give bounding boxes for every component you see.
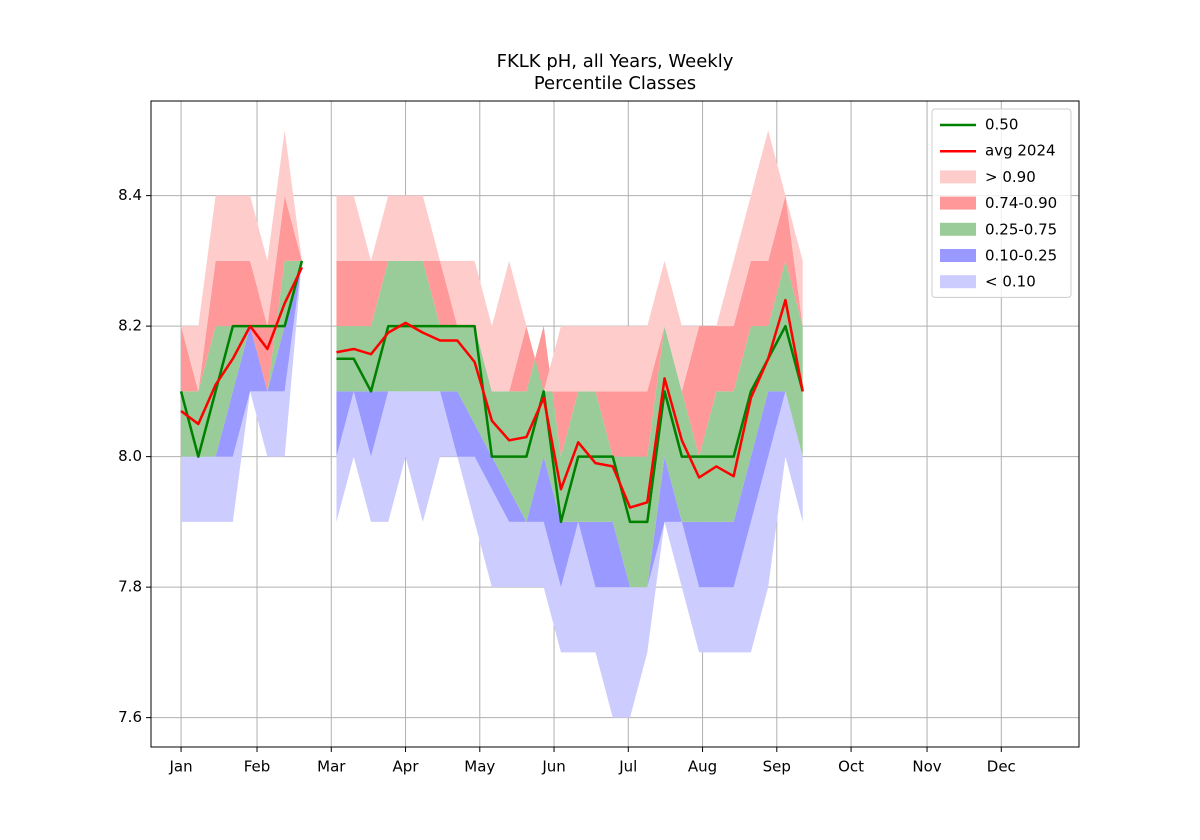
x-tick-label: Feb	[244, 758, 271, 776]
y-tick-label: 8.2	[118, 317, 142, 335]
x-tick-label: Jan	[168, 758, 192, 776]
percentile-band	[336, 391, 803, 588]
axes: 7.6 7.8 8.0 8.2 8.4 Jan Feb Mar Apr May Jun Jul Aug S…	[118, 100, 1080, 776]
legend-label: 0.74-0.90	[985, 194, 1057, 212]
percentile-band	[181, 195, 302, 392]
series-line	[336, 324, 804, 524]
chart-subtitle: Percentile Classes	[534, 73, 696, 94]
percentile-band	[181, 130, 302, 392]
x-tick-label: Jul	[618, 758, 637, 776]
x-tick-label: Jun	[541, 758, 565, 776]
x-tick-label: Dec	[987, 758, 1016, 776]
legend: 0.50 avg 2024 > 0.90 0.74-0.90 0.25-0.75 0.10…	[931, 108, 1072, 298]
legend-patch	[940, 275, 976, 289]
series-line	[180, 266, 304, 426]
x-tick-label: May	[464, 758, 495, 776]
x-tick-label: Apr	[393, 758, 420, 776]
legend-label: 0.10-0.25	[985, 247, 1057, 265]
legend-label: < 0.10	[985, 273, 1036, 291]
legend-label: > 0.90	[985, 168, 1036, 186]
legend-patch	[940, 249, 976, 262]
legend-patch	[940, 222, 976, 236]
chart-title: FKLK pH, all Years, Weekly	[497, 51, 734, 72]
plot-area	[179, 130, 804, 718]
x-tick-label: Mar	[317, 758, 346, 776]
y-tick-label: 8.4	[118, 186, 142, 204]
axes-frame	[150, 100, 1080, 748]
percentile-band	[336, 391, 803, 718]
x-tick-label: Aug	[688, 758, 717, 776]
series-line	[336, 298, 804, 509]
legend-label: avg 2024	[985, 142, 1056, 160]
percentile-band	[336, 130, 803, 392]
y-tick-label: 7.6	[118, 708, 142, 726]
series-line	[179, 260, 304, 458]
legend-label: 0.25-0.75	[985, 220, 1057, 238]
percentile-band	[181, 260, 302, 457]
percentile-band	[336, 195, 803, 457]
x-tick-label: Sep	[763, 758, 791, 776]
legend-patch	[940, 170, 976, 184]
x-tick-label: Nov	[912, 758, 941, 776]
y-tick-label: 7.8	[118, 578, 142, 596]
x-tick-label: Oct	[838, 758, 864, 776]
legend-label: 0.50	[985, 116, 1018, 134]
legend-patch	[940, 196, 976, 210]
y-tick-label: 8.0	[118, 447, 142, 465]
